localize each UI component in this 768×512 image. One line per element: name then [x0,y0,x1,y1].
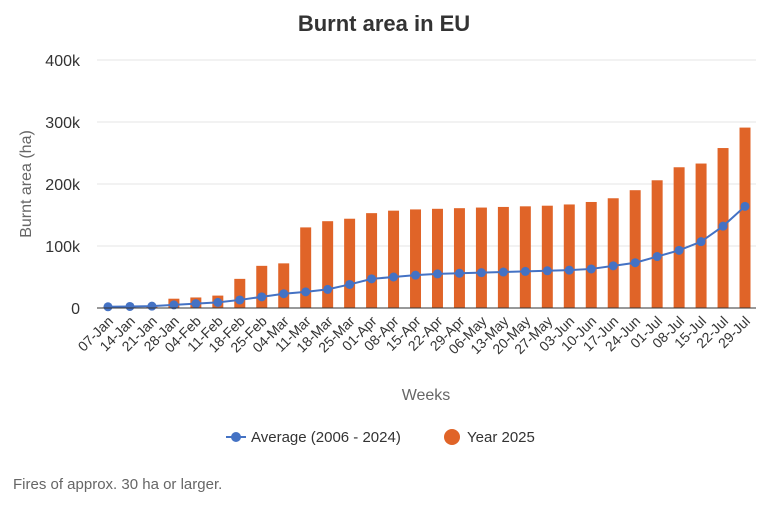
legend: Average (2006 - 2024) Year 2025 [226,429,535,446]
average-point-03-Jun[interactable] [564,265,574,275]
bar-08-Jul[interactable] [673,167,685,308]
average-line [107,205,746,308]
chart-title: Burnt area in EU [298,11,470,36]
average-point-06-May[interactable] [476,268,486,278]
x-axis-label: Weeks [402,387,451,404]
bar-11-Mar[interactable] [300,227,312,308]
average-point-18-Mar[interactable] [323,284,333,294]
average-point-10-Jun[interactable] [586,264,596,274]
bar-20-May[interactable] [519,206,531,308]
y-tick-label: 300k [45,115,81,132]
average-point-22-Apr[interactable] [432,269,442,279]
average-point-18-Feb[interactable] [235,295,245,305]
average-point-24-Jun[interactable] [630,258,640,268]
bar-13-May[interactable] [497,206,509,308]
average-point-25-Feb[interactable] [257,292,267,302]
bar-25-Mar[interactable] [344,218,356,308]
footnote: Fires of approx. 30 ha or larger. [13,476,223,493]
bar-17-Jun[interactable] [607,198,619,308]
y-tick-label: 0 [71,301,80,318]
legend-item-year-2025[interactable]: Year 2025 [444,429,535,446]
average-point-04-Feb[interactable] [191,299,201,309]
average-point-07-Jan[interactable] [103,302,113,312]
average-point-14-Jan[interactable] [125,301,135,311]
legend-item-average[interactable]: Average (2006 - 2024) [226,429,401,446]
average-point-22-Jul[interactable] [718,221,728,231]
legend-year-2025-marker-icon [444,429,460,445]
y-tick-label: 100k [45,239,81,256]
average-point-11-Feb[interactable] [213,297,223,307]
bar-06-May[interactable] [475,207,487,308]
bar-29-Apr[interactable] [453,208,465,308]
bar-29-Jul[interactable] [739,127,751,308]
bar-01-Jul[interactable] [651,180,663,308]
average-point-17-Jun[interactable] [608,261,618,271]
gridlines [97,59,756,247]
bar-10-Jun[interactable] [585,201,597,308]
bar-04-Mar[interactable] [278,263,290,308]
y-axis-label: Burnt area (ha) [18,130,35,238]
bar-25-Feb[interactable] [256,265,268,308]
legend-average-label: Average (2006 - 2024) [251,429,401,446]
legend-average-marker-icon [231,432,241,442]
legend-year-2025-label: Year 2025 [467,429,535,446]
bar-08-Apr[interactable] [388,210,400,308]
bar-18-Mar[interactable] [322,221,334,308]
bar-series-year-2025 [102,127,751,308]
y-axis-ticks: 0 100k 200k 300k 400k [45,53,81,318]
average-point-27-May[interactable] [542,266,552,276]
bar-27-May[interactable] [541,205,553,308]
burnt-area-chart: Burnt area in EU 0 100k 200k 300k 400k Burnt… [18,11,756,446]
average-point-01-Jul[interactable] [652,252,662,262]
average-point-25-Mar[interactable] [345,279,355,289]
y-tick-label: 400k [45,53,81,70]
bar-03-Jun[interactable] [563,204,575,308]
bar-22-Apr[interactable] [431,208,443,308]
bar-15-Apr[interactable] [410,209,422,308]
bar-24-Jun[interactable] [629,190,641,308]
average-point-01-Apr[interactable] [367,274,377,284]
y-tick-label: 200k [45,177,81,194]
average-point-29-Jul[interactable] [740,201,750,211]
average-point-08-Apr[interactable] [389,272,399,282]
average-point-28-Jan[interactable] [169,300,179,310]
average-point-15-Jul[interactable] [696,237,706,247]
average-point-21-Jan[interactable] [147,301,157,311]
average-point-08-Jul[interactable] [674,245,684,255]
average-point-11-Mar[interactable] [301,287,311,297]
average-point-20-May[interactable] [520,266,530,276]
bar-01-Apr[interactable] [366,213,378,308]
average-point-29-Apr[interactable] [454,268,464,278]
bar-15-Jul[interactable] [695,163,707,308]
average-point-15-Apr[interactable] [411,270,421,280]
average-point-04-Mar[interactable] [279,289,289,299]
average-point-13-May[interactable] [498,267,508,277]
x-axis-categories: 07-Jan14-Jan21-Jan28-Jan04-Feb11-Feb18-F… [75,313,754,358]
bar-18-Feb[interactable] [234,278,246,308]
